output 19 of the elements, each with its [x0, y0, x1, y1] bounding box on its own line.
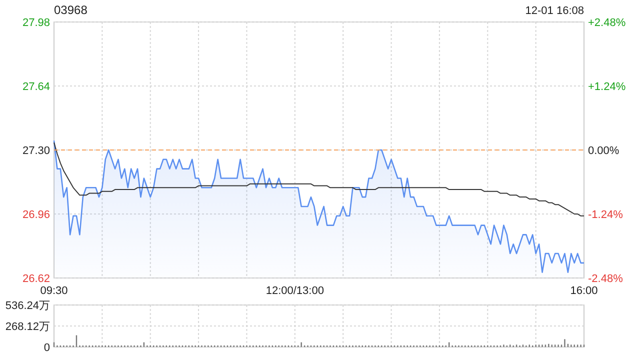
- chart-title: 03968: [54, 3, 88, 17]
- line-series: [54, 142, 584, 216]
- x-tick-label: 09:30: [40, 285, 68, 297]
- y2-tick-label: -2.48%: [588, 272, 624, 285]
- y-tick-label: 27.30: [22, 144, 50, 157]
- y-tick-label: 268.12万: [5, 320, 50, 333]
- y-tick-label: 26.62: [22, 272, 50, 285]
- x-tick-label: 16:00: [570, 285, 598, 297]
- x-tick-label: 12:00/13:00: [266, 285, 324, 297]
- y-tick-label: 26.96: [22, 208, 50, 221]
- y-tick-label: 27.98: [22, 16, 50, 29]
- y2-tick-label: -1.24%: [588, 208, 624, 221]
- y-tick-label: 0: [44, 342, 50, 354]
- y-tick-label: 27.64: [22, 80, 50, 93]
- text: 12-01 16:08: [525, 5, 584, 17]
- y2-tick-label: +1.24%: [588, 80, 626, 93]
- y2-tick-label: 0.00%: [588, 144, 620, 157]
- y2-tick-label: +2.48%: [588, 16, 626, 29]
- y-tick-label: 536.24万: [5, 300, 50, 312]
